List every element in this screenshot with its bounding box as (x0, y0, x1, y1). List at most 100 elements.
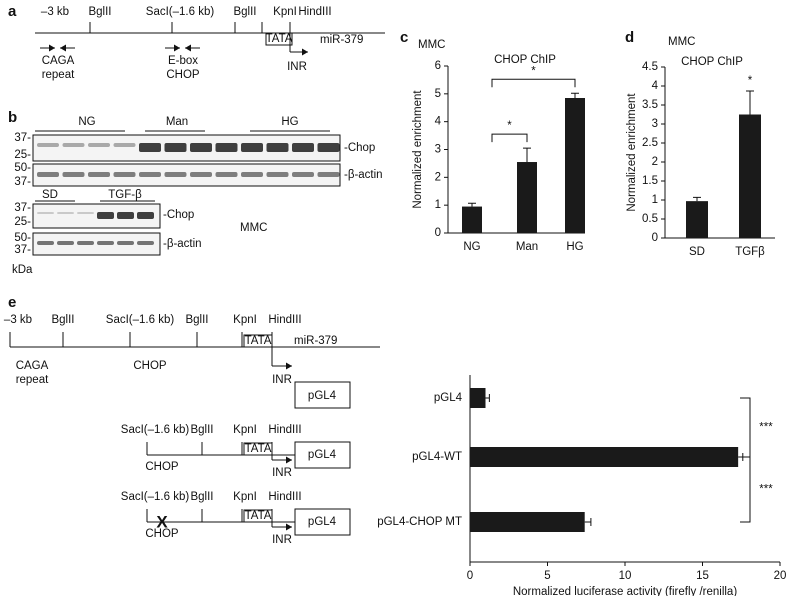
band (88, 143, 110, 147)
band (215, 143, 238, 152)
x-tick-label: 15 (696, 570, 709, 582)
panel-label: d (625, 29, 634, 46)
site-label: BglII (190, 424, 213, 436)
site-label: SacI(–1.6 kb) (121, 491, 190, 503)
error-bar (693, 196, 701, 202)
mirna-label: miR-379 (294, 335, 337, 347)
y-tick-label: 2 (435, 171, 441, 183)
reporter-label: pGL4 (308, 390, 337, 402)
site-label: KpnI (233, 314, 257, 326)
caga-label: repeat (16, 374, 49, 386)
site-label: BglII (88, 6, 111, 18)
bar (470, 447, 739, 467)
arrow-head (49, 44, 55, 52)
error-bar (571, 92, 579, 99)
significance-label: * (748, 75, 753, 87)
error-bar (468, 202, 476, 207)
y-tick-label: 2.5 (642, 137, 658, 149)
reporter-label: pGL4 (308, 516, 337, 528)
y-tick-label: 1.5 (642, 175, 658, 187)
tata-label: TATA (245, 510, 272, 522)
tata-label: TATA (245, 443, 272, 455)
reporter-box (294, 381, 351, 409)
error-bar (746, 90, 754, 115)
marker-label: 50- (14, 232, 31, 244)
band (190, 143, 212, 152)
band (97, 212, 114, 219)
band (241, 172, 263, 177)
caga-label: repeat (42, 69, 75, 81)
chart-subtitle: MMC (418, 39, 445, 51)
tata-box (243, 334, 273, 348)
site-label: KpnI (233, 491, 257, 503)
bar (517, 162, 537, 233)
inr-label: INR (272, 534, 292, 546)
band (317, 172, 340, 177)
inr-label: INR (272, 374, 292, 386)
site-label: SacI(–1.6 kb) (106, 314, 175, 326)
tata-box (265, 32, 293, 46)
band (317, 143, 340, 152)
y-tick-label: 3.5 (642, 99, 658, 111)
band (62, 143, 85, 147)
band-label: -β-actin (344, 169, 383, 181)
band (37, 172, 59, 177)
marker-label: 25- (14, 216, 31, 228)
arrow-head (302, 48, 308, 56)
tata-label: TATA (245, 335, 272, 347)
chop-label: CHOP (145, 461, 179, 473)
significance-bracket (491, 133, 528, 143)
group-label: SD (42, 189, 58, 201)
band (97, 241, 114, 245)
chart-title: CHOP ChIP (681, 56, 743, 68)
marker-label: 37- (14, 132, 31, 144)
y-tick-label: 3 (435, 144, 441, 156)
site-label: KpnI (273, 6, 297, 18)
panel-label: b (8, 109, 17, 126)
error-bar (584, 518, 592, 526)
band (137, 212, 154, 219)
band (88, 172, 110, 177)
band (37, 212, 54, 214)
x-tick-label: TGFβ (735, 246, 765, 258)
band (37, 143, 59, 147)
chop-label: CHOP (133, 360, 167, 372)
band-label: -Chop (344, 142, 375, 154)
band (117, 212, 134, 219)
band (62, 172, 85, 177)
band (241, 143, 263, 152)
error-bar (523, 147, 531, 163)
y-tick-label: 5 (435, 88, 441, 100)
x-tick-label: HG (566, 241, 583, 253)
x-tick-label: 5 (544, 570, 550, 582)
bar (470, 388, 486, 408)
chart-subtitle: MMC (668, 36, 695, 48)
band-label: -β-actin (163, 238, 202, 250)
mirna-label: miR-379 (320, 34, 363, 46)
x-axis-label: Normalized luciferase activity (firefly … (513, 586, 737, 596)
site-label: HindIII (268, 491, 301, 503)
y-tick-label: 4 (435, 116, 442, 128)
x-tick-label: 0 (467, 570, 473, 582)
y-tick-label: 3 (652, 118, 658, 130)
site-label: HindIII (268, 314, 301, 326)
site-label: BglII (51, 314, 74, 326)
band (113, 172, 136, 177)
band (137, 241, 154, 245)
panel-label: c (400, 29, 408, 46)
reporter-box (294, 441, 351, 469)
blot (32, 232, 161, 256)
group-label: HG (281, 116, 298, 128)
y-tick-label: 4 (652, 80, 659, 92)
chop-label: CHOP (145, 528, 179, 540)
y-tick-label: 0 (652, 232, 658, 244)
significance-bracket (740, 456, 751, 523)
bar (565, 98, 585, 233)
tata-box (243, 442, 273, 456)
significance-label: *** (759, 422, 773, 434)
group-label: NG (78, 116, 95, 128)
site-label: BglII (190, 491, 213, 503)
x-tick-label: 20 (774, 570, 787, 582)
tata-box (243, 509, 273, 523)
